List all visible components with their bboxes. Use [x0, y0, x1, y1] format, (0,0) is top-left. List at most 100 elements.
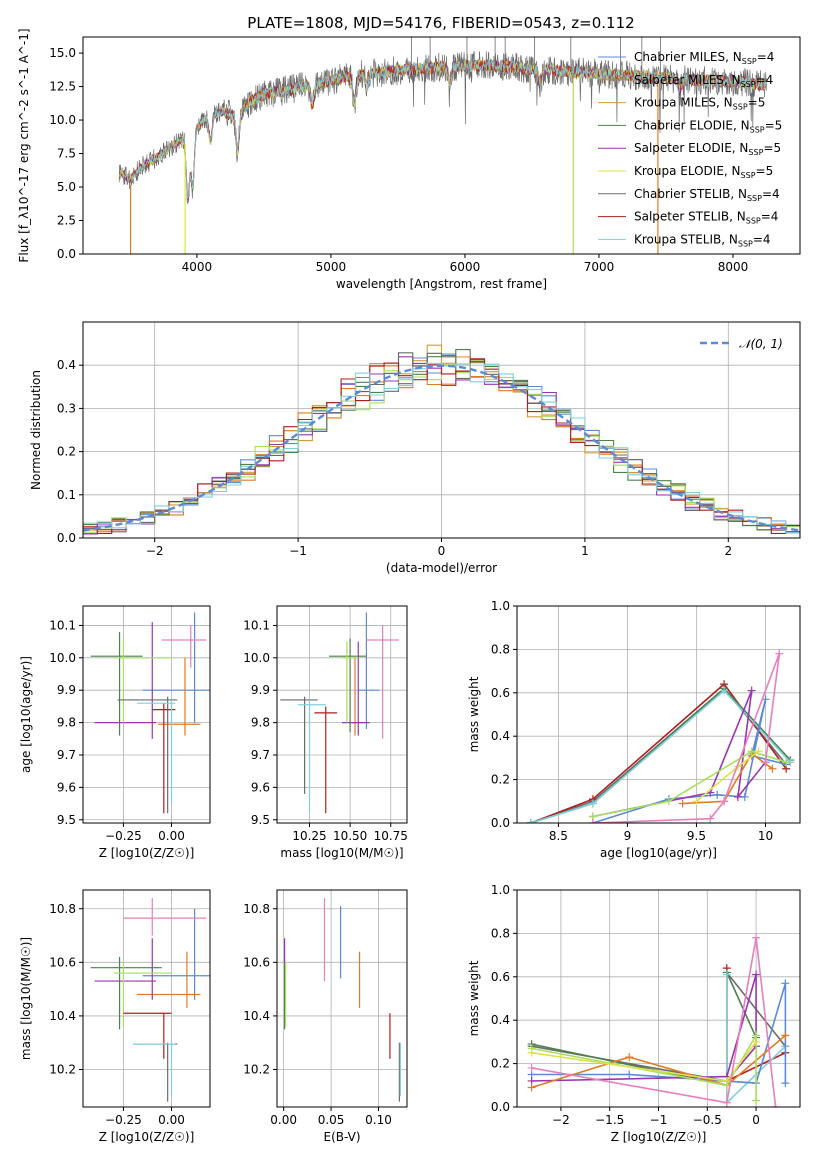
weight-marker [740, 792, 749, 801]
plot-area [283, 898, 401, 1102]
weight-marker [782, 758, 791, 767]
weight-marker [752, 970, 761, 979]
x-tick-label: 5000 [316, 260, 347, 274]
y-tick-label: 10.4 [243, 1009, 270, 1023]
y-tick-label: 9.5 [57, 813, 76, 827]
errorbar [133, 1042, 178, 1102]
y-axis-label: Flux [f_λ10^-17 erg cm^-2 s^-1 A^-1] [17, 28, 31, 262]
axes-box [276, 889, 408, 1108]
x-tick-label: 4000 [182, 260, 213, 274]
weight-marker [713, 790, 722, 799]
x-tick-label: −1 [289, 544, 307, 558]
weight-line [682, 752, 773, 805]
y-tick-label: 10.0 [49, 651, 76, 665]
axes-frame: −2 −1.5 −1 −0.5 0 0.0 0.2 0.4 0.6 0.8 1.0 Z [log10(… [467, 883, 801, 1144]
spectrum-line-kroupa-stelib [118, 59, 767, 199]
x-tick-label: −1.5 [595, 1113, 624, 1127]
x-axis-label: (data-model)/error [386, 561, 497, 575]
x-tick-label: 10.75 [374, 829, 408, 843]
errorbar [94, 622, 157, 739]
y-tick-label: 0.4 [491, 729, 510, 743]
weight-marker [625, 1070, 634, 1079]
errorbar [342, 641, 359, 723]
y-tick-label: 0.0 [491, 1100, 510, 1114]
grid [83, 890, 210, 1107]
y-tick-label: 0.1 [57, 488, 76, 502]
weight-series [526, 686, 795, 823]
errorbar [117, 696, 178, 814]
x-axis-label: E(B-V) [323, 1130, 360, 1144]
y-axis-label: Normed distribution [29, 370, 43, 490]
y-axis-label: mass weight [467, 960, 481, 1036]
y-tick-label: 9.6 [251, 780, 270, 794]
weight-marker [722, 970, 731, 979]
axes-box [82, 605, 211, 824]
y-tick-label: 0.8 [491, 926, 510, 940]
x-tick-label: −1 [650, 1113, 668, 1127]
weight-vs-age-panel: 8.5 9 9.5 10 0.0 0.2 0.4 0.6 0.8 1.0 age [log10(ag… [467, 599, 801, 860]
errorbar [298, 699, 326, 814]
weight-series [527, 1037, 761, 1085]
residuals-panel: −2 −1 0 1 2 0.0 0.1 0.2 0.3 0.4 (data-model)/error… [29, 321, 801, 575]
errorbar [358, 612, 380, 730]
legend-label: Salpeter MILES, NSSP=4 [634, 73, 773, 89]
normal-curve [83, 364, 800, 532]
x-axis-label: Z [log10(Z/Z☉)] [99, 846, 195, 860]
grid [277, 890, 407, 1107]
mass-vs-extinction-panel: 0.00 0.05 0.10 10.2 10.4 10.6 10.8 E(B-V) [243, 889, 408, 1144]
weight-marker [775, 649, 784, 658]
axes-frame: 8.5 9 9.5 10 0.0 0.2 0.4 0.6 0.8 1.0 age [log10(ag… [467, 599, 801, 860]
errorbar [136, 951, 201, 1008]
weight-marker [664, 797, 673, 806]
y-tick-label: 0.0 [57, 247, 76, 261]
x-tick-label: 0 [752, 1113, 760, 1127]
residual-legend: 𝒩(0, 1) [700, 337, 783, 351]
axes-frame: 10.25 10.50 10.75 9.5 9.6 9.7 9.8 9.9 10.0 10.1 ma… [243, 605, 408, 860]
y-tick-label: 10.2 [49, 1062, 76, 1076]
y-tick-label: 5.0 [57, 180, 76, 194]
y-tick-label: 1.0 [491, 599, 510, 613]
weight-marker [588, 819, 597, 823]
plot-area [526, 649, 795, 823]
x-tick-label: 10.50 [333, 829, 367, 843]
weight-marker [722, 1098, 731, 1107]
y-tick-label: 10.0 [49, 113, 76, 127]
axes-box [82, 36, 801, 255]
axes-frame: −0.25 0.00 10.2 10.4 10.6 10.8 Z [log10(Z/Z☉)]… [19, 889, 211, 1144]
x-tick-label: −0.25 [105, 829, 142, 843]
weight-line [531, 937, 777, 1107]
weight-marker [771, 1103, 780, 1107]
weight-marker [747, 747, 756, 756]
y-tick-label: 2.5 [57, 214, 76, 228]
weight-marker [733, 792, 742, 801]
errorbar [113, 638, 172, 723]
x-tick-label: 8000 [718, 260, 749, 274]
legend-label: Salpeter STELIB, NSSP=4 [634, 210, 778, 226]
axes-box [516, 605, 801, 824]
weight-series [527, 933, 780, 1107]
axes-frame: −0.25 0.00 9.5 9.6 9.7 9.8 9.9 10.0 10.1 Z [log10… [19, 605, 211, 860]
y-tick-label: 9.7 [251, 748, 270, 762]
axes-frame: −2 −1 0 1 2 0.0 0.1 0.2 0.3 0.4 (data-model)/error… [29, 321, 801, 575]
weight-marker [747, 686, 756, 695]
grid [517, 605, 800, 824]
age-vs-mass-panel: 10.25 10.50 10.75 9.5 9.6 9.7 9.8 9.9 10.0 10.1 ma… [243, 605, 408, 860]
x-tick-label: 6000 [450, 260, 481, 274]
y-tick-label: 10.8 [243, 902, 270, 916]
x-tick-label: 9.5 [687, 829, 706, 843]
y-tick-label: 10.0 [243, 651, 270, 665]
y-tick-label: 0.4 [491, 1013, 510, 1027]
x-tick-label: 1 [581, 544, 589, 558]
x-tick-label: 0.05 [318, 1113, 345, 1127]
weight-series [588, 747, 791, 821]
x-tick-label: 2 [724, 544, 732, 558]
x-tick-label: −0.25 [105, 1113, 142, 1127]
weight-line [530, 689, 791, 823]
errorbar [133, 1042, 176, 1097]
spectrum-legend: Chabrier MILES, NSSP=4 Salpeter MILES, NS… [598, 50, 782, 248]
y-tick-label: 9.8 [57, 716, 76, 730]
x-tick-label: 0.00 [158, 829, 185, 843]
legend-label: Chabrier ELODIE, NSSP=5 [634, 118, 782, 134]
weight-marker [526, 819, 535, 823]
y-axis-label: age [log10(age/yr)] [19, 656, 33, 773]
